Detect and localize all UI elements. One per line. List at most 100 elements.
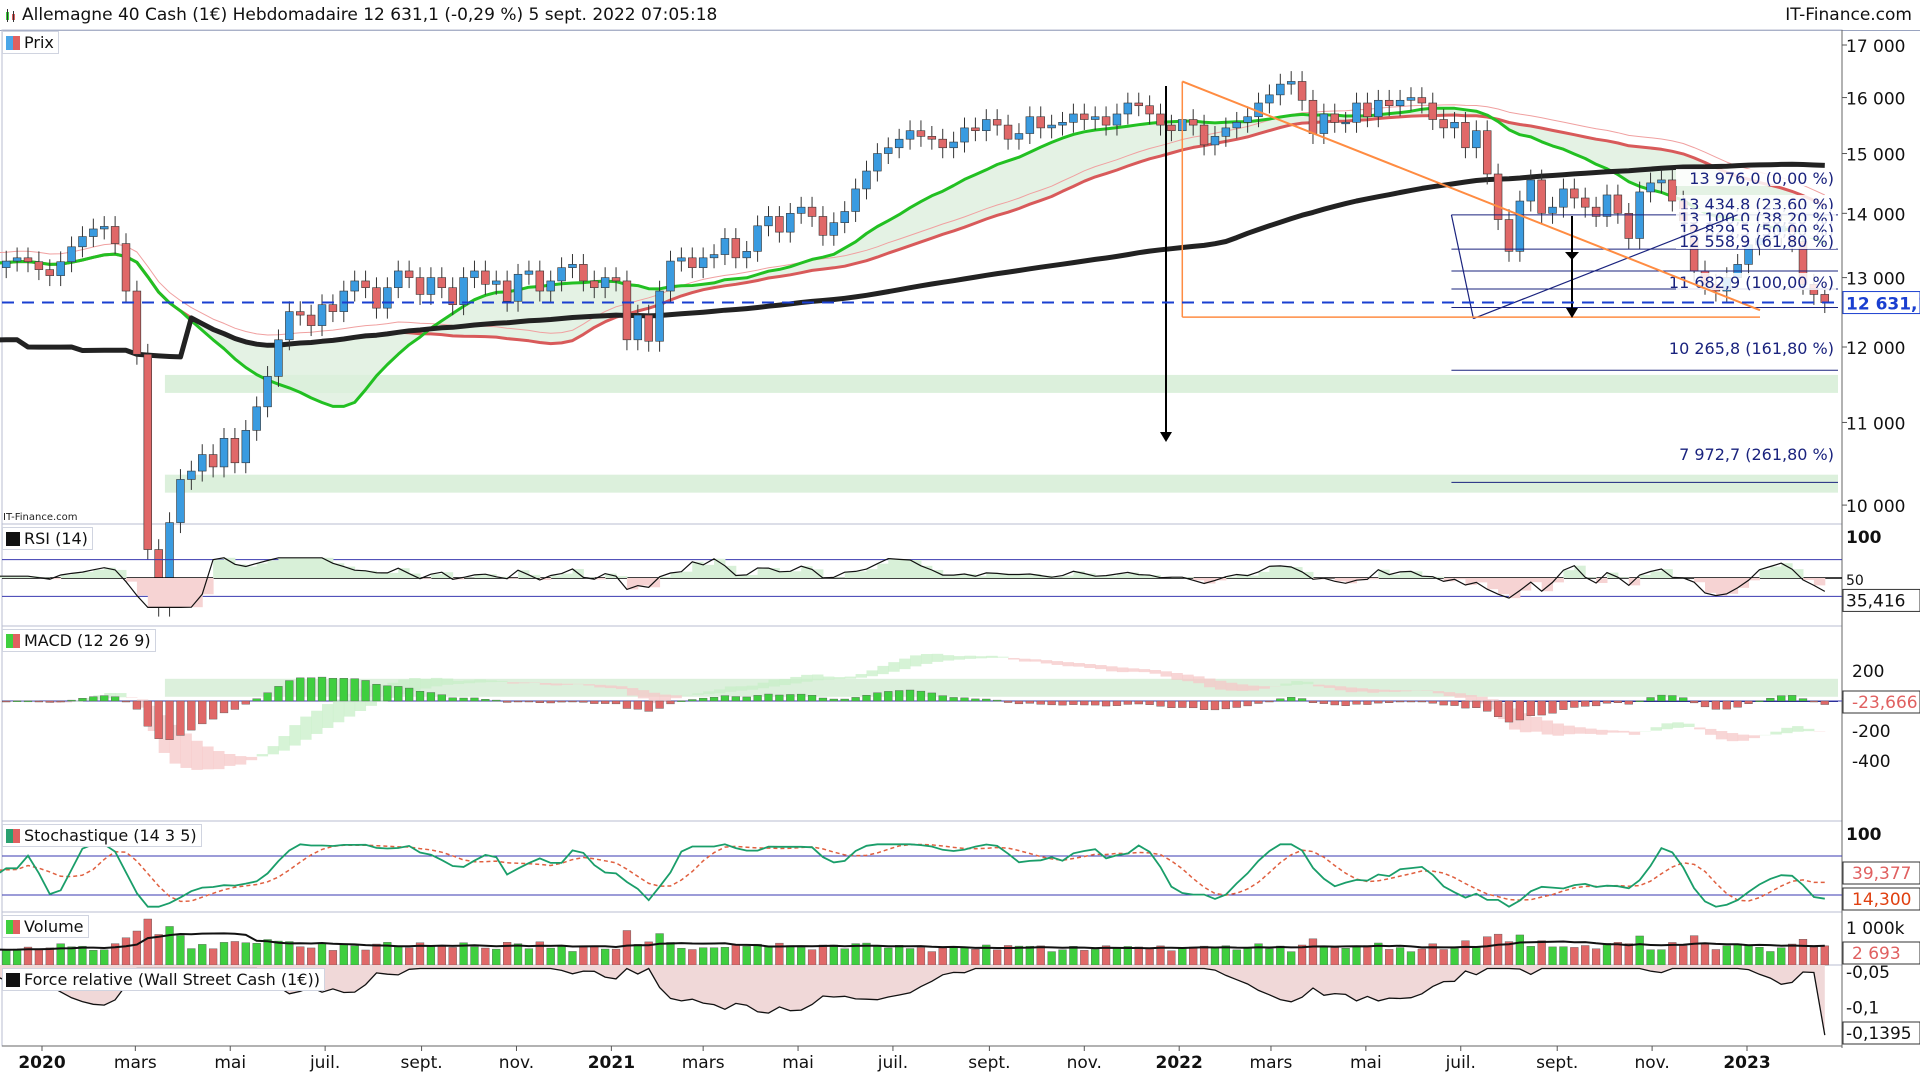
candle: [1145, 95, 1154, 125]
macd-signal-fill: [1432, 691, 1445, 694]
candle-body: [394, 270, 403, 288]
macd-histogram-bar: [1297, 698, 1307, 702]
candle: [1047, 114, 1056, 139]
volume-bar: [492, 948, 501, 966]
rsi-fill: [1073, 571, 1085, 578]
candle: [1428, 92, 1437, 130]
rsi-fill: [942, 575, 955, 578]
rsi-fill: [191, 578, 203, 608]
candle: [1123, 92, 1133, 125]
panel-label-prix[interactable]: Prix: [2, 31, 59, 54]
macd-histogram-bar: [884, 691, 893, 702]
fibonacci-label: 7 972,7 (261,80 %): [1679, 445, 1834, 464]
macd-histogram-bar: [1733, 700, 1742, 708]
rsi-fill: [1378, 569, 1390, 578]
macd-histogram-bar: [67, 699, 76, 702]
brand-name: IT-Finance.com: [1785, 5, 1912, 25]
rsi-fill: [1367, 578, 1379, 580]
fibonacci-anchor: [1473, 214, 1738, 320]
last-price-box: [1842, 291, 1920, 315]
volume-bar: [1080, 950, 1089, 966]
volume-bar: [437, 945, 446, 966]
volume-bar: [154, 934, 163, 966]
macd-histogram-bar: [1363, 700, 1372, 705]
price-legend-swatch: [6, 35, 20, 50]
candle-body: [1265, 94, 1274, 104]
rsi-fill: [801, 566, 813, 578]
rsi-fill: [735, 575, 748, 578]
candle: [459, 267, 468, 316]
macd-histogram-bar: [993, 699, 1002, 702]
ma-green-line: [0, 106, 1826, 408]
macd-signal-fill: [1694, 727, 1706, 730]
candle-body: [1613, 194, 1623, 214]
rsi-fill: [1280, 565, 1292, 578]
volume-bar: [1559, 946, 1568, 966]
macd-histogram-bar: [1134, 700, 1143, 705]
panel-label-rsi[interactable]: RSI (14): [2, 527, 93, 550]
volume-bar: [797, 947, 806, 966]
stochastic-legend-swatch: [6, 828, 20, 843]
rsi-fill: [833, 577, 846, 578]
candle: [677, 247, 686, 272]
candle: [796, 196, 806, 224]
macd-signal-fill: [1312, 684, 1325, 687]
panel-label-relative-strength[interactable]: Force relative (Wall Street Cash (1€)): [2, 968, 325, 991]
macd-signal-fill: [1781, 727, 1793, 734]
candle: [666, 250, 675, 302]
volume-bar: [688, 949, 697, 966]
candle: [296, 301, 305, 326]
candle: [982, 109, 991, 142]
candle-body: [829, 222, 839, 236]
candle-body: [873, 153, 882, 172]
rsi-fill: [779, 571, 791, 578]
panel-label-stochastic[interactable]: Stochastique (14 3 5): [2, 824, 202, 847]
candle-body: [884, 147, 893, 154]
candle-body: [982, 119, 991, 132]
rsi-fill: [692, 561, 704, 578]
macd-signal-fill: [583, 684, 595, 686]
macd-histogram-bar: [1581, 700, 1590, 707]
candle-body: [742, 251, 751, 259]
macd-tick-label: -400: [1852, 752, 1891, 772]
rsi-fill: [1008, 574, 1020, 578]
candle-body: [1580, 197, 1590, 208]
rsi-fill: [1204, 578, 1216, 584]
rsi-fill: [463, 577, 475, 578]
candle-body: [143, 353, 153, 550]
macd-signal-fill: [735, 686, 748, 691]
macd-histogram-bar: [1210, 700, 1220, 711]
candle: [753, 215, 762, 262]
panel-label-volume[interactable]: Volume: [2, 915, 89, 938]
rsi-fill: [60, 575, 73, 578]
rsi-fill: [49, 578, 62, 580]
macd-signal-fill: [496, 680, 508, 682]
macd-histogram-bar: [339, 678, 348, 702]
panel-label-macd[interactable]: MACD (12 26 9): [2, 629, 156, 652]
candle-body: [1472, 130, 1481, 149]
macd-histogram-bar: [1504, 700, 1514, 723]
rsi-fill: [637, 578, 650, 586]
rsi-fill: [1704, 578, 1717, 593]
volume-bar: [927, 951, 936, 966]
rsi-fill: [703, 564, 715, 578]
volume-bar: [1199, 945, 1209, 966]
macd-signal-fill: [463, 680, 475, 684]
macd-histogram-bar: [513, 700, 523, 703]
rsi-fill: [964, 573, 976, 578]
macd-histogram-bar: [1570, 700, 1579, 708]
macd-signal-fill: [855, 674, 867, 678]
candle: [470, 260, 479, 289]
rsi-fill: [605, 573, 617, 578]
candle-body: [1243, 116, 1252, 123]
candle-body: [775, 216, 784, 233]
rsi-fill: [245, 566, 258, 578]
rsi-fill: [931, 569, 944, 578]
volume-bar: [1308, 938, 1318, 966]
candle: [1417, 87, 1427, 114]
macd-signal-fill: [866, 670, 878, 677]
volume-bar: [971, 949, 980, 966]
candle-body: [230, 438, 240, 464]
macd-signal-fill: [1040, 660, 1053, 664]
